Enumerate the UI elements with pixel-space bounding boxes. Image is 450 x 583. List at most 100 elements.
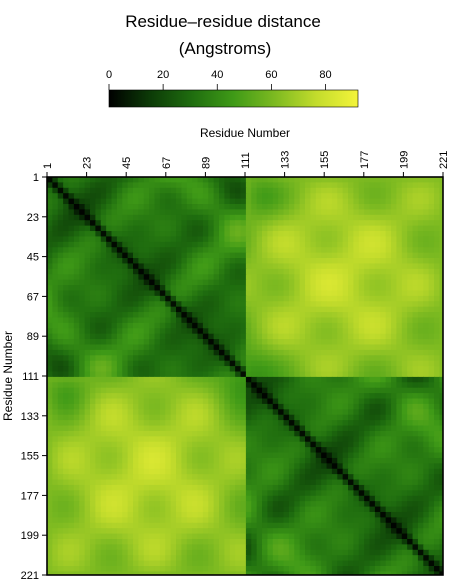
- heatmap-cell: [149, 420, 156, 427]
- heatmap-cell: [412, 506, 419, 513]
- heatmap-cell: [321, 220, 328, 227]
- heatmap-cell: [138, 241, 145, 248]
- heatmap-cell: [240, 279, 247, 286]
- heatmap-cell: [385, 247, 392, 254]
- heatmap-cell: [84, 344, 91, 351]
- heatmap-cell: [412, 360, 419, 367]
- heatmap-cell: [106, 533, 113, 540]
- heatmap-cell: [79, 506, 86, 513]
- heatmap-cell: [423, 198, 430, 205]
- heatmap-cell: [251, 204, 258, 211]
- heatmap-cell: [138, 441, 145, 448]
- heatmap-cell: [251, 474, 258, 481]
- heatmap-cell: [299, 436, 306, 443]
- heatmap-cell: [208, 479, 215, 486]
- heatmap-cell: [434, 339, 441, 346]
- heatmap-cell: [348, 441, 355, 448]
- heatmap-cell: [380, 187, 387, 194]
- heatmap-cell: [84, 301, 91, 308]
- heatmap-cell: [149, 414, 156, 421]
- heatmap-cell: [84, 366, 91, 373]
- heatmap-cell: [331, 317, 338, 324]
- heatmap-cell: [305, 463, 312, 470]
- heatmap-cell: [186, 252, 193, 259]
- heatmap-cell: [294, 333, 301, 340]
- heatmap-cell: [294, 193, 301, 200]
- heatmap-cell: [305, 290, 312, 297]
- heatmap-cell: [439, 403, 443, 410]
- heatmap-cell: [240, 247, 247, 254]
- heatmap-cell: [358, 398, 365, 405]
- heatmap-cell: [159, 285, 166, 292]
- heatmap-cell: [202, 306, 209, 313]
- heatmap-cell: [106, 382, 113, 389]
- heatmap-cell: [229, 457, 236, 464]
- heatmap-cell: [380, 285, 387, 292]
- heatmap-cell: [95, 214, 102, 221]
- heatmap-cell: [417, 236, 424, 243]
- heatmap-cell: [401, 511, 408, 518]
- heatmap-cell: [374, 236, 381, 243]
- heatmap-cell: [439, 501, 443, 508]
- heatmap-cell: [294, 220, 301, 227]
- heatmap-cell: [391, 409, 398, 416]
- heatmap-cell: [401, 258, 408, 265]
- heatmap-cell: [57, 306, 64, 313]
- heatmap-cell: [165, 328, 172, 335]
- heatmap-cell: [57, 258, 64, 265]
- heatmap-cell: [100, 322, 107, 329]
- heatmap-cell: [79, 225, 86, 232]
- heatmap-cell: [288, 533, 295, 540]
- heatmap-cell: [57, 220, 64, 227]
- heatmap-cell: [374, 198, 381, 205]
- heatmap-cell: [417, 436, 424, 443]
- heatmap-cell: [315, 295, 322, 302]
- heatmap-cell: [348, 187, 355, 194]
- heatmap-cell: [321, 312, 328, 319]
- heatmap-cell: [407, 382, 414, 389]
- heatmap-cell: [272, 436, 279, 443]
- heatmap-cell: [428, 522, 435, 529]
- heatmap-cell: [369, 187, 376, 194]
- heatmap-cell: [369, 274, 376, 281]
- heatmap-cell: [181, 517, 188, 524]
- heatmap-cell: [305, 231, 312, 238]
- heatmap-cell: [358, 263, 365, 270]
- heatmap-cell: [364, 231, 371, 238]
- heatmap-cell: [294, 452, 301, 459]
- heatmap-cell: [342, 360, 349, 367]
- heatmap-cell: [116, 322, 123, 329]
- heatmap-cell: [57, 328, 64, 335]
- heatmap-cell: [73, 533, 80, 540]
- heatmap-cell: [245, 420, 252, 427]
- heatmap-cell: [138, 457, 145, 464]
- heatmap-cell: [224, 187, 231, 194]
- heatmap-cell: [181, 490, 188, 497]
- heatmap-cell: [434, 506, 441, 513]
- heatmap-cell: [294, 204, 301, 211]
- heatmap-cell: [159, 306, 166, 313]
- heatmap-cell: [305, 409, 312, 416]
- heatmap-cell: [417, 522, 424, 529]
- heatmap-cell: [133, 204, 139, 211]
- heatmap-cell: [294, 241, 301, 248]
- heatmap-cell: [262, 511, 268, 518]
- heatmap-cell: [331, 463, 338, 470]
- heatmap-cell: [294, 387, 301, 394]
- heatmap-cell: [213, 263, 220, 270]
- heatmap-cell: [116, 236, 123, 243]
- heatmap-cell: [331, 301, 338, 308]
- heatmap-cell: [272, 177, 279, 183]
- heatmap-cell: [68, 403, 75, 410]
- heatmap-cell: [369, 387, 376, 394]
- heatmap-cell: [47, 285, 53, 292]
- heatmap-cell: [262, 322, 268, 329]
- heatmap-cell: [84, 522, 91, 529]
- heatmap-cell: [79, 403, 86, 410]
- heatmap-cell: [348, 214, 355, 221]
- heatmap-cell: [213, 290, 220, 297]
- heatmap-cell: [385, 187, 392, 194]
- heatmap-cell: [219, 339, 225, 346]
- heatmap-cell: [63, 322, 70, 329]
- heatmap-cell: [176, 522, 182, 529]
